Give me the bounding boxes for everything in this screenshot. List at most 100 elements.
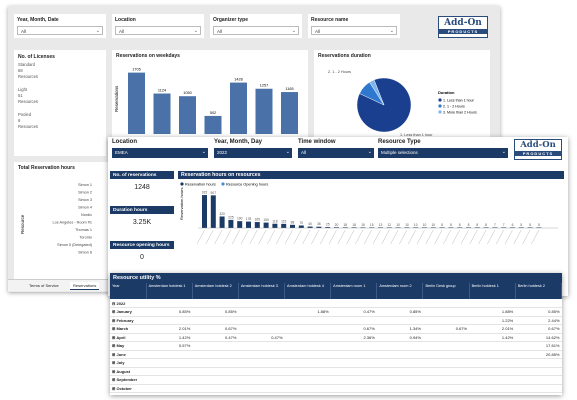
weekday-bar[interactable] [281,92,298,134]
res-bar[interactable] [237,221,243,228]
res-bar[interactable] [536,227,542,228]
utility-column-header[interactable]: Year [110,283,147,299]
row-label[interactable]: ⊞ April [110,333,147,342]
res-bar[interactable] [254,222,260,228]
res-bar[interactable] [210,195,216,228]
res-bar[interactable] [518,227,524,228]
slicer-dropdown[interactable]: All ⌄ [115,26,201,35]
res-bar[interactable] [351,227,357,228]
row-label[interactable]: ⊞ August [110,367,147,376]
res-bar[interactable] [202,195,207,228]
res-bar[interactable] [290,224,295,228]
slicer-resource-name[interactable]: Resource name All ⌄ [308,14,400,38]
utility-column-header[interactable]: Berlin hotdesk 1 [469,283,516,299]
trh-category-label: Simon 6 [78,251,92,255]
res-bar[interactable] [342,227,348,228]
pie-slice[interactable] [369,79,385,106]
slicer-dropdown[interactable]: All ⌄ [17,26,103,35]
utility-cell: 0.47% [330,307,377,317]
utility-column-header[interactable]: Amsterdam hotdesk 1 [146,283,193,299]
pie-label-1: 1. Less than 1 hour [400,133,433,137]
front-dashboard: Location EMEA ⌄ Year, Month, Day 2022 ⌄ Ti… [108,137,568,296]
res-bar[interactable] [510,227,515,228]
weekday-bar[interactable] [128,72,145,134]
chevron-down-icon: ⌄ [389,28,394,34]
utility-cell [284,341,331,351]
res-bar[interactable] [316,226,322,228]
weekday-bar[interactable] [204,115,222,134]
res-bar[interactable] [457,227,463,228]
slicer-dropdown[interactable]: All ⌄ [213,26,299,35]
res-bar[interactable] [272,223,278,228]
res-bar[interactable] [369,227,375,228]
row-label[interactable]: ⊞ June [110,350,147,359]
res-bar[interactable] [263,222,269,228]
tab-reservations[interactable]: Reservations [70,282,100,290]
res-bar[interactable] [246,221,251,228]
utility-cell [192,341,239,351]
res-bar[interactable] [439,227,445,228]
front-slicer-time-window[interactable]: All ⌄ [298,148,374,158]
utility-cell [238,316,285,325]
row-label[interactable]: ⊞ January [110,307,147,317]
res-bar[interactable] [422,227,427,228]
front-slicer-year[interactable]: 2022 ⌄ [214,148,292,158]
res-bar[interactable] [219,216,225,228]
res-bar[interactable] [474,227,480,228]
res-bar[interactable] [281,223,287,228]
weekday-bar[interactable] [230,82,247,134]
res-bar[interactable] [430,227,436,228]
res-bar[interactable] [413,227,419,228]
res-bar[interactable] [527,227,533,228]
slicer-location[interactable]: Location All ⌄ [112,14,204,38]
utility-cell [422,375,470,385]
utility-cell [284,367,331,376]
row-label[interactable]: ⊞ July [110,358,147,368]
utility-column-header[interactable]: Amsterdam room 2 [376,283,424,299]
tab-terms-of-service[interactable]: Terms of Service [29,283,59,288]
front-slicer-resource-type[interactable]: Multiple selections ⌄ [378,148,508,158]
slicer-year-month-date[interactable]: Year, Month, Date All ⌄ [14,14,106,38]
utility-column-header[interactable]: Berlin hotdesk 2 [515,283,563,299]
legend-dot [438,104,442,108]
utility-column-header[interactable]: Berlin Desk group [422,283,470,299]
res-bar[interactable] [228,219,234,228]
front-slicer-title: Time window [298,139,336,145]
res-bar[interactable] [307,226,313,228]
weekday-bar[interactable] [153,93,171,134]
utility-column-header[interactable]: Amsterdam hotdesk 3 [238,283,286,299]
page-tabs: Terms of Service Reservations [8,279,108,291]
res-bar[interactable] [395,227,401,228]
utility-column-header[interactable]: Amsterdam room 1 [330,283,378,299]
row-label[interactable]: ⊞ May [110,341,147,351]
front-slicer-location[interactable]: EMEA ⌄ [112,148,208,158]
res-bar[interactable] [448,227,454,228]
slicer-organizer-type[interactable]: Organizer type All ⌄ [210,14,302,38]
res-bar[interactable] [334,227,339,228]
res-bar[interactable] [404,227,410,228]
utility-cell: 0.47% [192,333,239,342]
res-bar[interactable] [386,227,392,228]
row-label[interactable]: ⊞ March [110,324,147,334]
slicer-dropdown[interactable]: All ⌄ [311,26,397,35]
res-bar[interactable] [298,225,304,228]
utility-column-header[interactable]: Amsterdam hotdesk 4 [284,283,332,299]
row-label[interactable]: ⊞ October [110,384,147,393]
res-bar[interactable] [466,227,471,228]
row-label[interactable]: ⊟ 2022 [110,299,147,308]
res-tick [495,229,504,245]
res-bar[interactable] [378,227,383,228]
res-bar[interactable] [483,227,489,228]
res-bar[interactable] [501,227,507,228]
res-tick [451,229,460,245]
res-bar[interactable] [325,227,331,228]
res-bar[interactable] [492,227,498,228]
trh-category-label: Simon 5 (Delegated) [57,243,93,247]
row-label[interactable]: ⊞ February [110,316,147,325]
utility-column-header[interactable]: Amsterdam hotdesk 2 [192,283,239,299]
utility-cell [146,375,193,385]
weekday-bar[interactable] [255,88,273,134]
weekday-bar[interactable] [179,96,196,134]
res-bar[interactable] [360,227,366,228]
row-label[interactable]: ⊞ September [110,375,147,385]
